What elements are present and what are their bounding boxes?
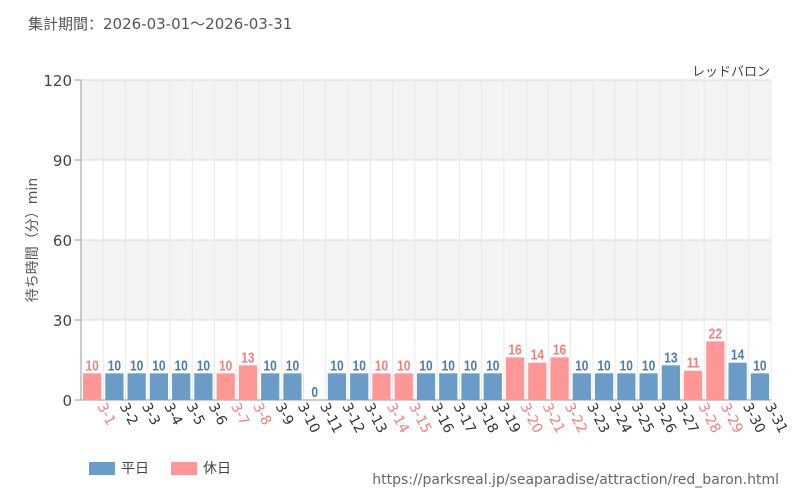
- legend-label-holiday: 休日: [203, 461, 231, 477]
- plot-band: [81, 80, 771, 160]
- x-tick-label: 3-4: [160, 400, 185, 428]
- bar[interactable]: [327, 373, 347, 400]
- bar-value-label: 13: [664, 349, 678, 366]
- y-tick-label: 90: [53, 152, 72, 170]
- bar[interactable]: [728, 362, 747, 400]
- bar[interactable]: [572, 373, 591, 400]
- bar[interactable]: [550, 357, 569, 400]
- bar-value-label: 14: [731, 346, 745, 363]
- bar-value-label: 10: [419, 357, 432, 374]
- bar-value-label: 10: [620, 357, 633, 374]
- bar[interactable]: [683, 370, 703, 400]
- bar-value-label: 10: [108, 357, 121, 374]
- y-tick-label: 120: [43, 72, 72, 90]
- bar[interactable]: [350, 373, 369, 400]
- bar-value-label: 10: [286, 357, 299, 374]
- bar[interactable]: [372, 373, 391, 400]
- x-tick-label: 3-31: [761, 400, 790, 436]
- bar-value-label: 10: [375, 357, 388, 374]
- bar[interactable]: [83, 373, 102, 400]
- bar[interactable]: [283, 373, 302, 400]
- bar-value-label: 10: [85, 357, 98, 374]
- bar-value-label: 16: [508, 341, 522, 358]
- y-tick-label: 0: [62, 392, 72, 410]
- bar[interactable]: [105, 373, 124, 400]
- source-url[interactable]: https://parksreal.jp/seaparadise/attract…: [372, 472, 779, 488]
- x-tick-label: 3-1: [94, 400, 119, 428]
- bar[interactable]: [238, 365, 258, 400]
- bar-value-label: 0: [311, 384, 318, 401]
- bar[interactable]: [216, 373, 235, 400]
- x-tick-label: 3-6: [205, 400, 230, 428]
- bar[interactable]: [483, 373, 502, 400]
- bar-value-label: 10: [152, 357, 165, 374]
- bar[interactable]: [127, 373, 146, 400]
- bar-value-label: 13: [241, 349, 255, 366]
- bar-value-label: 10: [642, 357, 655, 374]
- bar-value-label: 10: [397, 357, 410, 374]
- bar[interactable]: [172, 373, 191, 400]
- y-axis-title: 待ち時間（分）min: [25, 178, 41, 302]
- bar-value-label: 10: [575, 357, 588, 374]
- y-tick-label: 60: [53, 232, 72, 250]
- bar-value-label: 10: [597, 357, 610, 374]
- bar[interactable]: [416, 373, 436, 400]
- bar-value-label: 16: [553, 341, 567, 358]
- bar[interactable]: [505, 357, 525, 400]
- bar[interactable]: [750, 373, 769, 400]
- bar-value-label: 10: [442, 357, 455, 374]
- bar-value-label: 10: [486, 357, 499, 374]
- bar[interactable]: [706, 341, 725, 400]
- bar-value-label: 10: [174, 357, 187, 374]
- bar[interactable]: [639, 373, 658, 400]
- bar[interactable]: [194, 373, 213, 400]
- bar[interactable]: [617, 373, 636, 400]
- legend-item-weekday[interactable]: 平日: [89, 458, 149, 478]
- bar[interactable]: [661, 365, 680, 400]
- bar[interactable]: [394, 373, 413, 400]
- bar-value-label: 10: [219, 357, 232, 374]
- chart-legend: 平日 休日: [89, 458, 253, 478]
- legend-swatch-holiday: [171, 461, 197, 475]
- bar-value-label: 10: [197, 357, 210, 374]
- bar-value-label: 14: [531, 346, 545, 363]
- bar[interactable]: [439, 373, 458, 400]
- bar[interactable]: [528, 362, 547, 400]
- y-tick-label: 30: [53, 312, 72, 330]
- wait-time-bar-chart: 0306090120待ち時間（分）min103-1103-2103-3103-4…: [25, 72, 790, 436]
- legend-label-weekday: 平日: [121, 461, 149, 477]
- bar-value-label: 11: [687, 354, 700, 371]
- plot-band: [81, 240, 771, 320]
- bar-value-label: 10: [330, 357, 343, 374]
- x-tick-label: 3-9: [272, 400, 297, 428]
- bar[interactable]: [261, 373, 280, 400]
- bar-value-label: 10: [464, 357, 477, 374]
- bar-value-label: 10: [353, 357, 366, 374]
- legend-swatch-weekday: [89, 461, 115, 475]
- x-tick-label: 3-7: [227, 400, 252, 428]
- x-tick-label: 3-3: [138, 400, 163, 428]
- x-tick-label: 3-2: [116, 400, 141, 428]
- period-label: 集計期間：2026-03-01～2026-03-31: [28, 15, 293, 33]
- bar-value-label: 10: [753, 357, 766, 374]
- bar[interactable]: [461, 373, 480, 400]
- bar[interactable]: [594, 373, 614, 400]
- x-tick-label: 3-5: [183, 400, 208, 428]
- bar-value-label: 22: [709, 325, 723, 342]
- legend-item-holiday[interactable]: 休日: [171, 458, 231, 478]
- x-tick-label: 3-8: [249, 400, 274, 428]
- attraction-name: レッドバロン: [691, 65, 770, 80]
- bar-value-label: 10: [264, 357, 277, 374]
- bar-value-label: 10: [130, 357, 143, 374]
- bar[interactable]: [149, 373, 169, 400]
